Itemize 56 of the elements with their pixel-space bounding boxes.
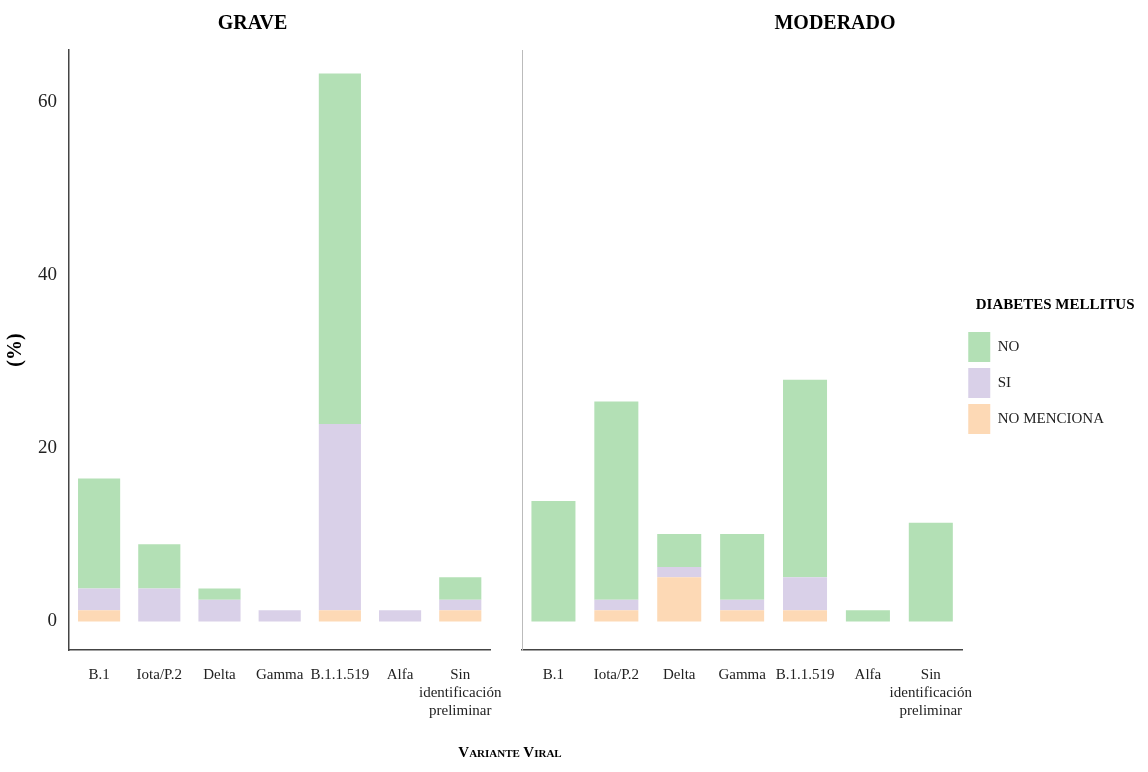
x-tick-label: B.1.1.519 <box>310 665 370 682</box>
bar <box>78 478 121 589</box>
y-tick-label: 20 <box>38 436 57 458</box>
bar <box>439 599 482 611</box>
x-tick-label: Iota/P.2 <box>593 665 640 682</box>
legend-label: NO <box>997 337 1020 354</box>
x-tick-label: B.1 <box>542 665 565 682</box>
bar <box>138 588 181 622</box>
y-tick-label: 60 <box>38 89 57 111</box>
x-tick-label: Gamma <box>718 665 767 682</box>
y-tick-label: 0 <box>47 609 57 631</box>
y-tick-label: 40 <box>38 263 57 285</box>
bar <box>594 401 639 600</box>
x-tick-label: Iota/P.2 <box>136 665 182 682</box>
x-tick-label: Delta <box>662 665 696 682</box>
x-tick-label: B.1 <box>88 665 110 682</box>
bar <box>908 522 953 622</box>
bar <box>318 610 361 622</box>
bar <box>720 533 765 600</box>
bar <box>531 501 576 622</box>
bar <box>439 610 482 622</box>
x-tick-label: B.1.1.519 <box>775 665 835 682</box>
bar <box>258 610 301 622</box>
x-tick-label: Sin identificación preliminar <box>419 665 502 718</box>
legend-label: NO MENCIONA <box>997 409 1105 426</box>
bar <box>78 588 121 611</box>
legend-title: DIABETES MELLITUS <box>975 296 1135 313</box>
x-tick-label: Delta <box>203 665 237 682</box>
y-axis-title: (%) <box>3 333 27 367</box>
bar <box>657 577 702 622</box>
bar <box>138 544 181 589</box>
bar <box>783 379 828 578</box>
chart-title: GRAVE <box>217 11 288 34</box>
bar <box>78 610 121 622</box>
bar <box>783 577 828 611</box>
bar <box>720 610 765 622</box>
bar <box>318 73 361 425</box>
x-tick-label: Alfa <box>854 665 882 682</box>
bar <box>594 610 639 622</box>
bar <box>198 599 241 622</box>
x-tick-label: Alfa <box>386 665 414 682</box>
bar <box>379 610 422 622</box>
bar <box>845 610 890 622</box>
x-axis-title: Variante Viral <box>457 744 563 761</box>
bar <box>657 533 702 567</box>
bar <box>783 610 828 622</box>
bar <box>594 599 639 611</box>
bar <box>198 588 241 600</box>
legend-label: SI <box>997 373 1012 390</box>
chart-title: MODERADO <box>774 11 896 34</box>
x-tick-label: Gamma <box>255 665 304 682</box>
bar <box>720 599 765 611</box>
bar <box>439 577 482 600</box>
bar <box>318 424 361 611</box>
bar <box>657 566 702 578</box>
x-tick-label: Sin identificación preliminar <box>889 665 973 718</box>
